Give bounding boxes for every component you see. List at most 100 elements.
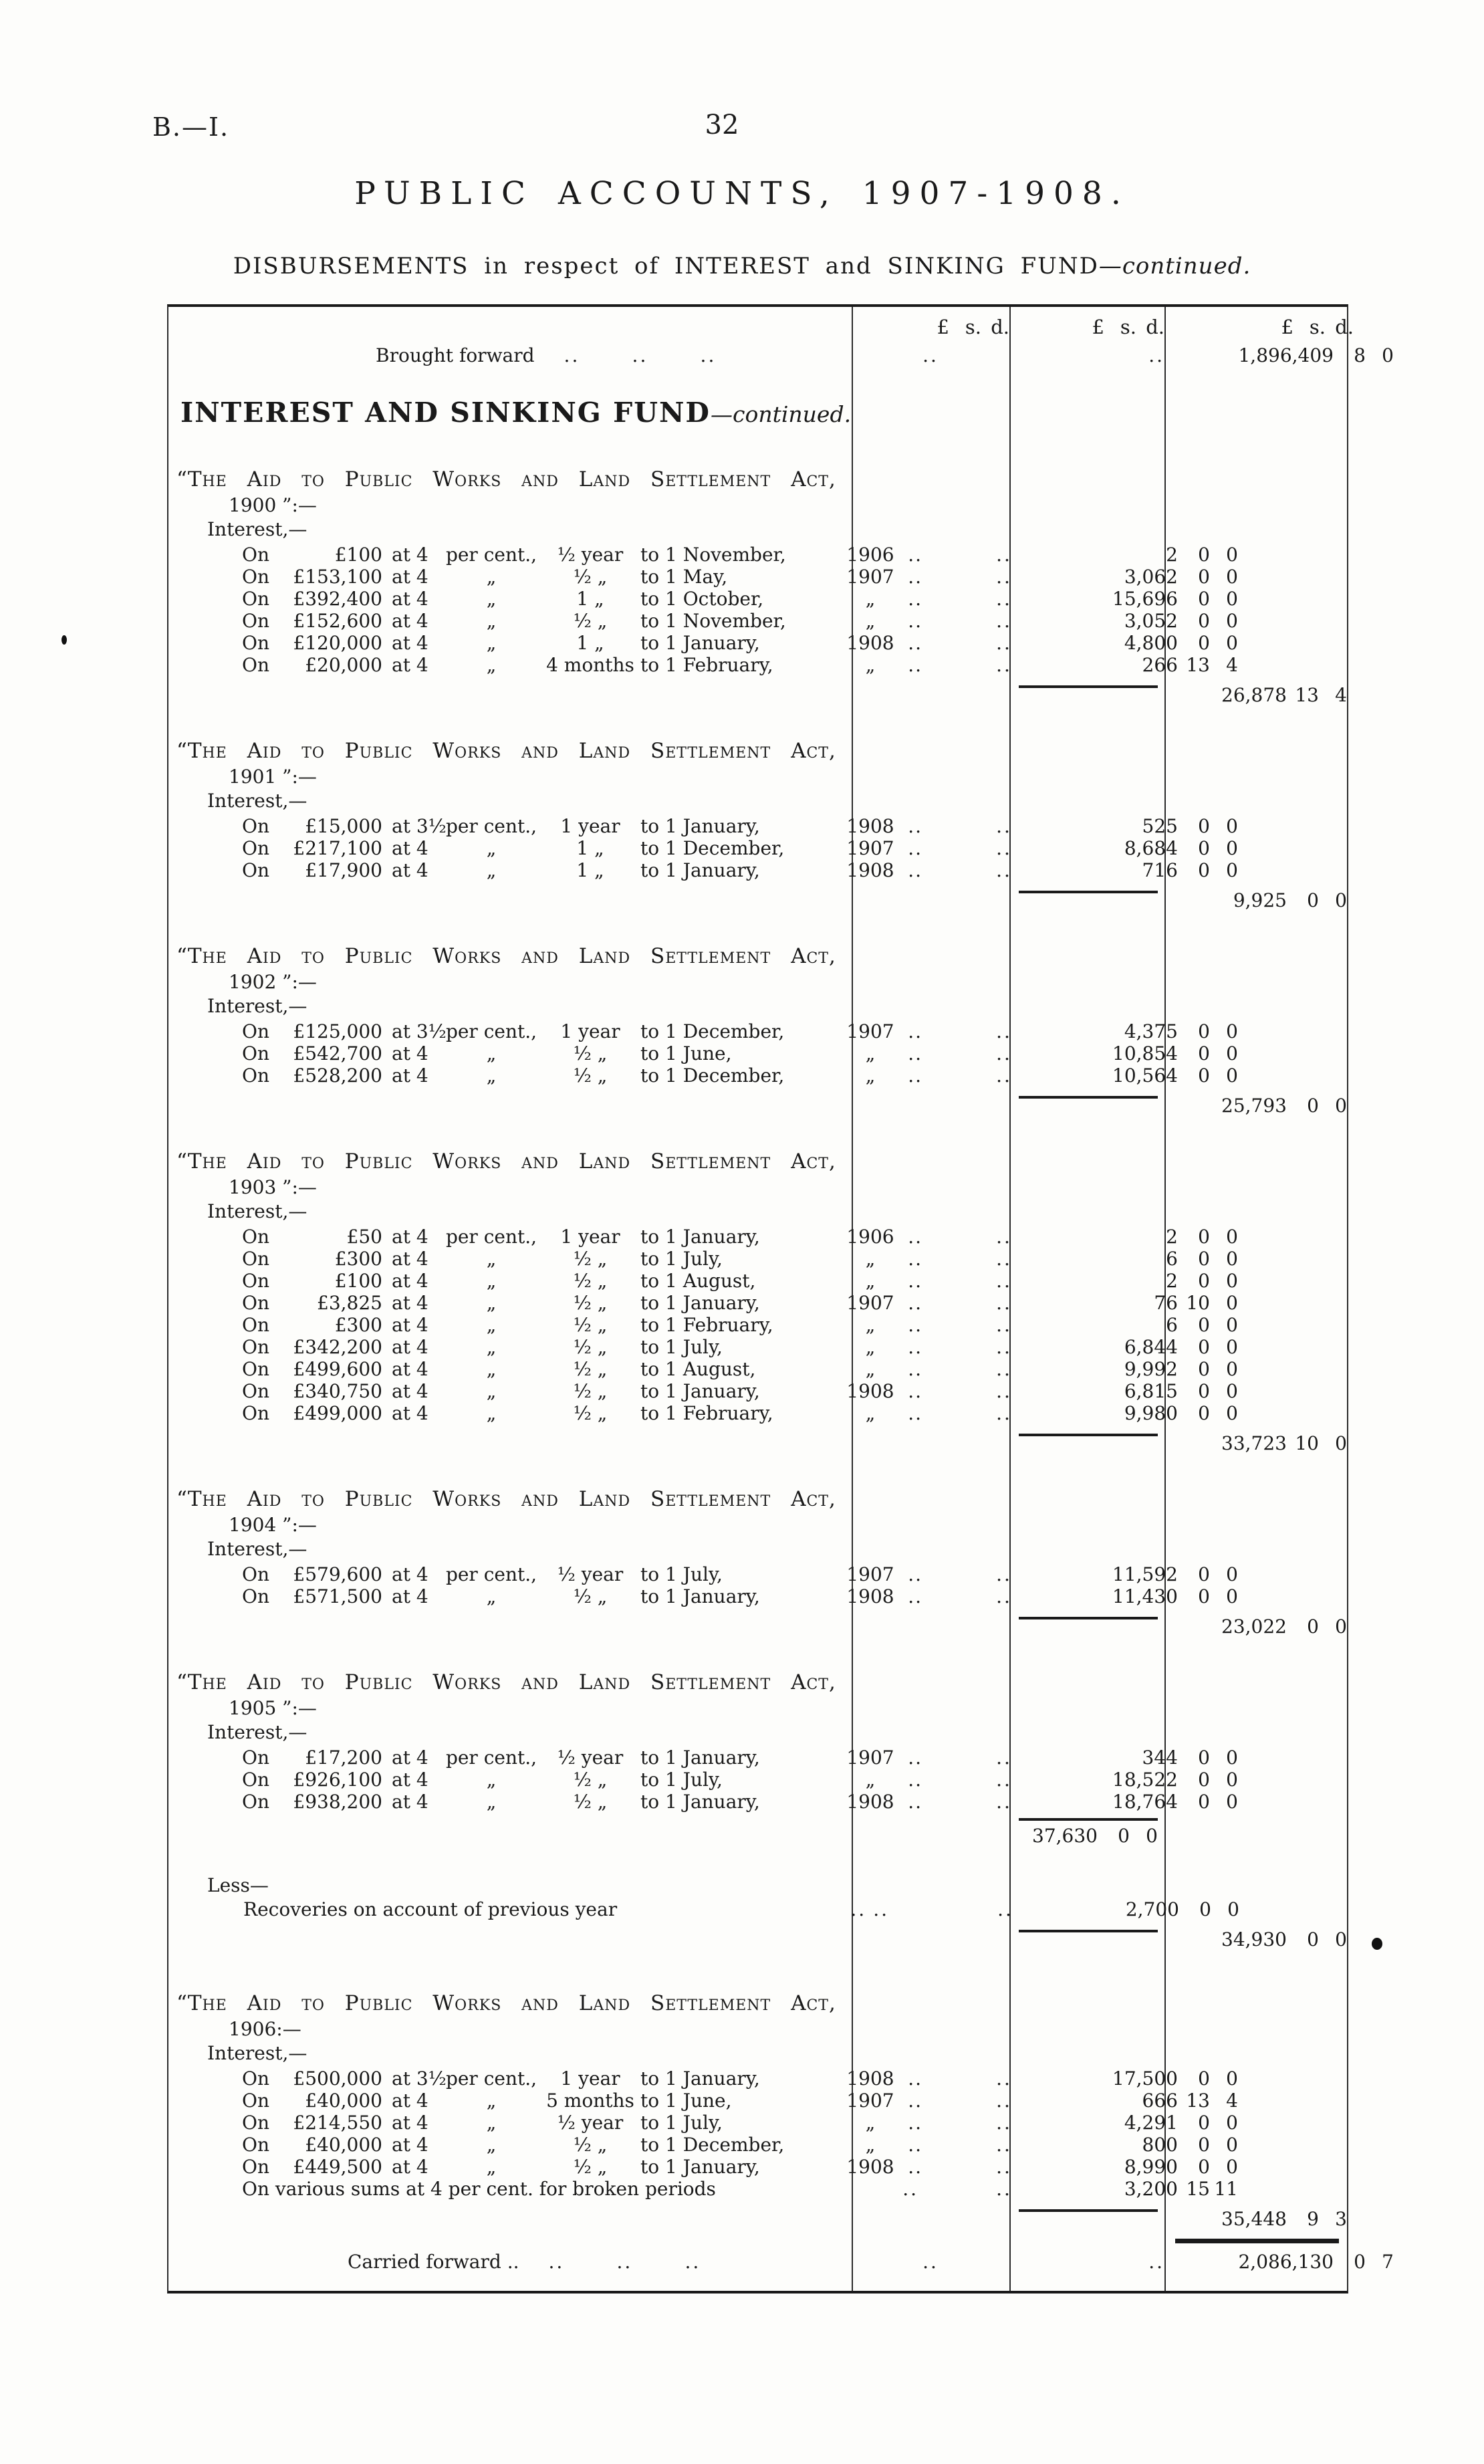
item-on: On — [242, 1791, 269, 1813]
amount-pounds: 15,696 — [1112, 588, 1178, 610]
item-rate: at 4 — [392, 1270, 428, 1292]
empty-cell — [1245, 1270, 1427, 1292]
col2-dots-cell: .. — [1148, 2251, 1164, 2273]
act-section: “The Aid to Public Works and Land Settle… — [168, 469, 1347, 709]
item-amount: 3,062 0 0 — [1083, 566, 1245, 588]
amount-shillings: 0 — [1198, 2112, 1210, 2134]
item-year: 1908 — [846, 2156, 894, 2178]
amount-pence: 0 — [1226, 1042, 1238, 1065]
item-description: On £152,600 at 4 „ ½ „ to 1 November, „.. — [168, 610, 925, 632]
act-heading-year: 1903 ”:— — [229, 1176, 317, 1198]
item-on: On — [242, 544, 269, 566]
col1-dots-cell: .. — [996, 566, 1012, 588]
leader-dots: .. — [908, 1042, 922, 1065]
section-subheading: Interest,— — [207, 1200, 307, 1222]
amount-pence: 0 — [1226, 1402, 1238, 1424]
section-subheading: Interest,— — [207, 995, 307, 1017]
empty-cell — [852, 1920, 1009, 1954]
item-rate: at 4 — [392, 1585, 428, 1607]
amount-pence: 0 — [1226, 2067, 1238, 2090]
item-amount: 17,500 0 0 — [1083, 2067, 1245, 2090]
leader-dots: .. — [908, 1065, 922, 1087]
col1-dots-cell: .. — [996, 1065, 1012, 1087]
leader-dots: .. — [908, 1769, 922, 1791]
leader-dots: .. — [548, 2251, 565, 2273]
page-number: 32 — [705, 110, 739, 140]
leader-dots: .. — [908, 1248, 922, 1270]
empty-cell — [852, 2200, 1009, 2233]
amount-shillings: 0 — [1198, 1563, 1210, 1585]
item-rate-ditto: „ — [486, 1314, 497, 1336]
item-on: On — [242, 1226, 269, 1248]
item-principal: £3,825 — [317, 1292, 382, 1314]
item-principal: £528,200 — [293, 1065, 382, 1087]
amount-pounds: 4,800 — [1124, 632, 1178, 654]
empty-cell — [852, 1087, 1009, 1120]
amount-pounds: 6,844 — [1124, 1336, 1178, 1358]
item-on: On — [242, 2112, 269, 2134]
amount-shillings: 0 — [1198, 1314, 1210, 1336]
act-section: “The Aid to Public Works and Land Settle… — [168, 1151, 1347, 1458]
section-total-amount: 26,878 13 4 — [1164, 676, 1376, 709]
act-heading-year: 1906:— — [229, 2018, 301, 2040]
amount-shillings: 0 — [1198, 1226, 1210, 1248]
item-rate: at 4 — [392, 1065, 428, 1087]
amount-shillings: 0 — [1198, 1769, 1210, 1791]
amount-pounds: 11,430 — [1112, 1585, 1178, 1607]
item-amount: 344 0 0 — [1083, 1747, 1245, 1769]
item-rate-ditto: „ — [486, 1270, 497, 1292]
item-description: On £300 at 4 „ ½ „ to 1 February, „.. — [168, 1314, 925, 1336]
item-description: On £542,700 at 4 „ ½ „ to 1 June, „.. — [168, 1042, 925, 1065]
col1-dots-cell: .. — [996, 815, 1012, 837]
item-rate-ditto: „ — [486, 837, 497, 859]
empty-cell — [1164, 1813, 1347, 1868]
item-year: 1907 — [846, 2090, 894, 2112]
item-destination: to 1 December, — [640, 1065, 785, 1087]
item-principal: £342,200 — [293, 1336, 382, 1358]
amount-pence: 0 — [1226, 2156, 1238, 2178]
ledger-table: £ s. d. £ s. d. £ s. d. Brought forward.… — [167, 304, 1394, 2293]
sum-rule-cell — [1009, 1087, 1164, 1120]
amount-pounds: 266 — [1142, 654, 1178, 676]
leader-dots: .. — [908, 1747, 922, 1769]
grand-total-rule-cell — [1164, 2233, 1347, 2248]
amount-pounds: 2 — [1166, 544, 1178, 566]
empty-cell — [1245, 654, 1427, 676]
section-total-amount: 23,022 0 0 — [1164, 1607, 1376, 1641]
col1-dots-cell: .. — [996, 1042, 1012, 1065]
item-principal: £300 — [334, 1314, 382, 1336]
col1-dots-cell: .. — [922, 2251, 939, 2273]
ledger-item-row: On £17,200 at 4 per cent., ½ year to 1 Januar… — [168, 1747, 1347, 1769]
item-principal: £50 — [346, 1226, 382, 1248]
col1-dots-cell: .. — [996, 1563, 1012, 1585]
less-item-row: Recoveries on account of previous year..… — [168, 1898, 1347, 1920]
item-year: „ — [865, 1042, 876, 1065]
item-amount: 4,375 0 0 — [1083, 1020, 1245, 1042]
subtitle-mid: in respect of — [484, 253, 660, 279]
item-principal: £300 — [334, 1248, 382, 1270]
col1-dots-cell: .. — [996, 2156, 1012, 2178]
item-description: On £3,825 at 4 „ ½ „ to 1 January, 1907.. — [168, 1292, 925, 1314]
ledger-item-row: On £392,400 at 4 „ 1 „ to 1 October, „.... 15,6… — [168, 588, 1347, 610]
empty-cell — [1245, 859, 1427, 881]
item-destination: to 1 August, — [640, 1358, 756, 1380]
item-rate-ditto: per cent., — [445, 1226, 537, 1248]
amount-pounds: 18,764 — [1112, 1791, 1178, 1813]
ledger-item-row: On £340,750 at 4 „ ½ „ to 1 January, 1908.... 6… — [168, 1380, 1347, 1402]
ledger-item-row: On £449,500 at 4 „ ½ „ to 1 January, 1908.... 8… — [168, 2156, 1347, 2178]
subtitle-sinking-fund: SINKING FUND — [887, 253, 1099, 279]
empty-cell — [168, 1424, 852, 1458]
empty-cell — [852, 1813, 1009, 1868]
fund-heading: INTEREST AND SINKING FUND—continued. — [168, 399, 864, 438]
leader-dots: .. — [908, 566, 922, 588]
item-on: On — [242, 588, 269, 610]
item-rate: at 4 — [392, 859, 428, 881]
empty-cell — [1245, 1065, 1427, 1087]
col1-dots-cell: .. — [996, 632, 1012, 654]
item-rate-ditto: per cent., — [445, 544, 537, 566]
ledger-item-row: On £500,000 at 3½ per cent., 1 year to 1 Janu… — [168, 2067, 1347, 2090]
item-rate-ditto: „ — [486, 566, 497, 588]
item-rate-ditto: „ — [486, 1585, 497, 1607]
